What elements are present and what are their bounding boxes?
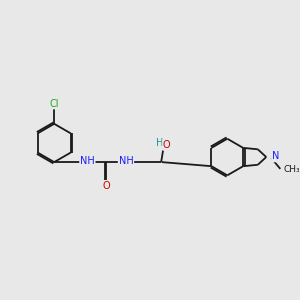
Text: O: O (163, 140, 171, 150)
Text: NH: NH (118, 156, 133, 166)
Text: O: O (102, 181, 110, 191)
Text: Cl: Cl (50, 99, 59, 109)
Text: N: N (272, 152, 279, 161)
Text: H: H (156, 138, 164, 148)
Text: NH: NH (80, 156, 95, 166)
Text: CH₃: CH₃ (284, 166, 300, 175)
